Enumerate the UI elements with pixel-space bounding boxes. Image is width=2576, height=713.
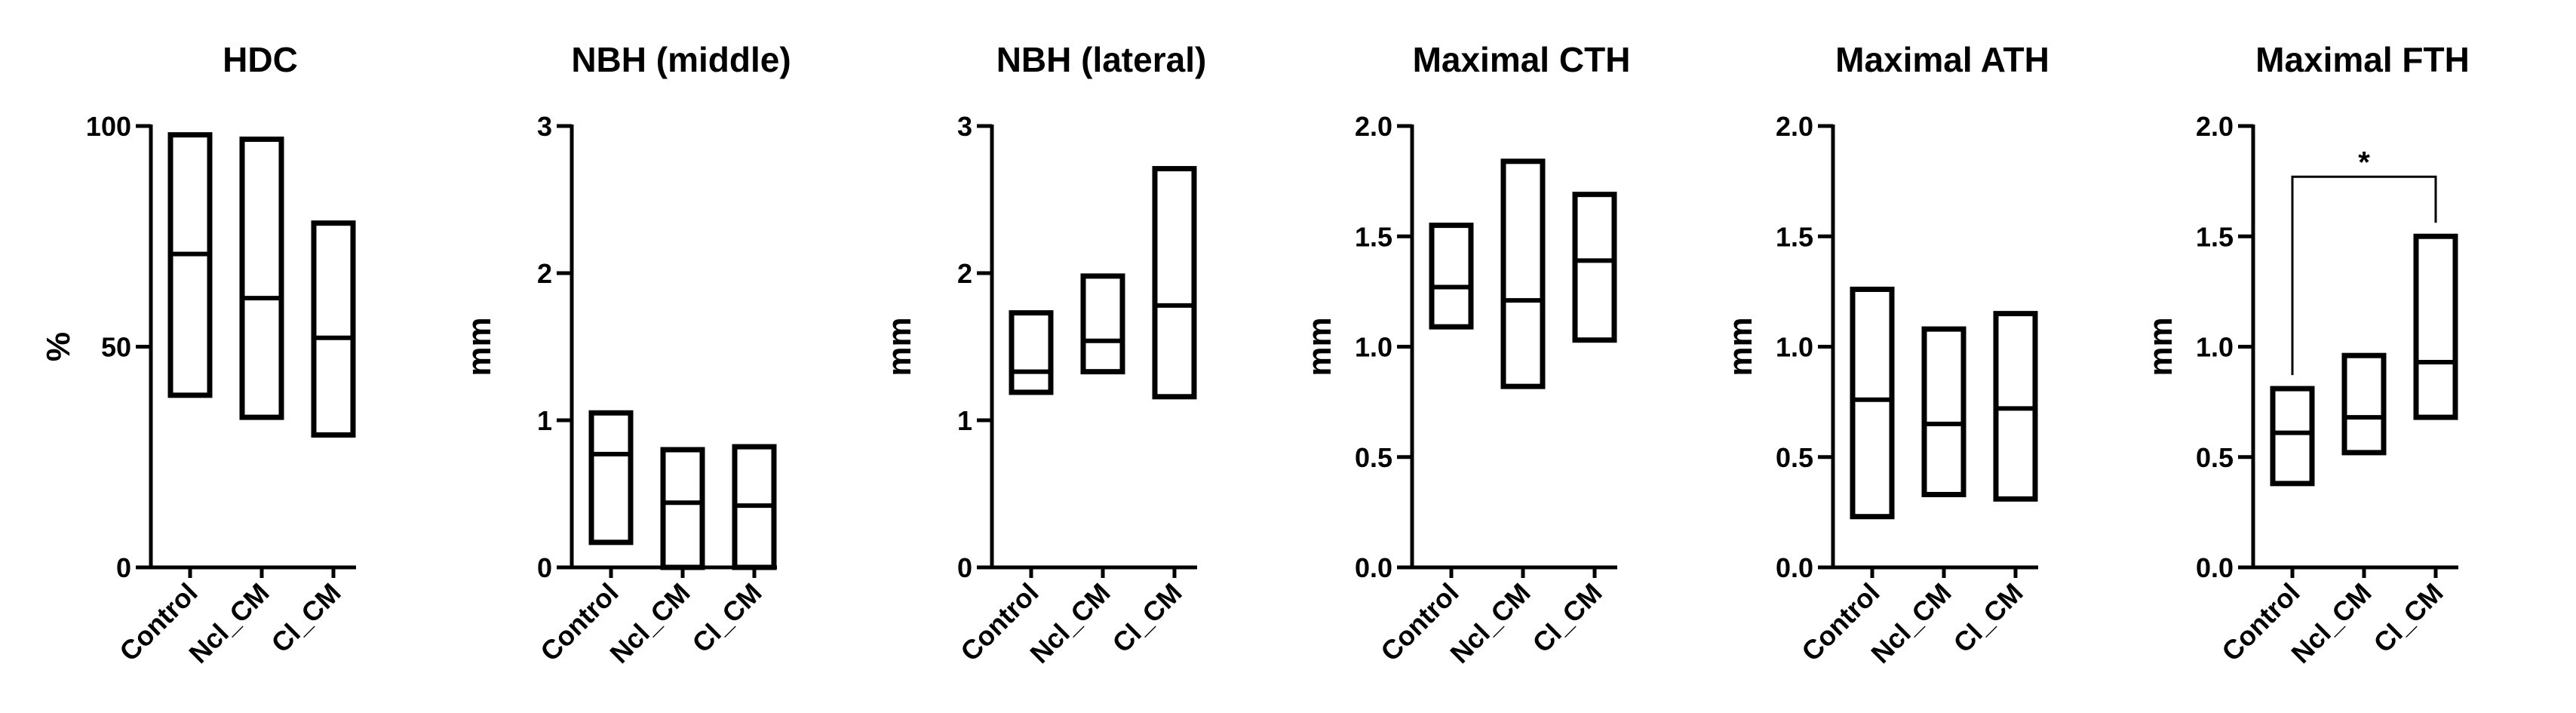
range-bar-Ncl_CM: [1080, 273, 1125, 375]
x-tick-label: Cl_CM: [686, 577, 767, 659]
chart-title: HDC: [223, 40, 298, 79]
y-axis-label: mm: [1301, 317, 1338, 376]
significance-bracket: [2291, 175, 2437, 376]
y-tick-label: 1.0: [1776, 332, 1813, 363]
y-tick-label: 2: [537, 258, 552, 289]
y-tick-label: 3: [957, 111, 972, 142]
y-tick-label: 50: [101, 332, 131, 363]
y-tick-label: 1.5: [1355, 221, 1392, 252]
range-bar-Ncl_CM: [2341, 352, 2387, 456]
range-bar-Ncl_CM: [1921, 326, 1967, 497]
y-tick-label: 0.5: [1355, 442, 1392, 473]
chart-title: NBH (middle): [571, 40, 791, 79]
x-tick-label: Cl_CM: [265, 577, 346, 659]
y-tick-label: 1.5: [1776, 221, 1813, 252]
y-tick-label: 0: [957, 552, 972, 583]
range-bar-Ncl_CM: [660, 447, 705, 570]
chart-title: Maximal FTH: [2255, 40, 2470, 79]
range-bar-Control: [1850, 286, 1895, 520]
y-axis-label: mm: [881, 317, 918, 376]
x-tick-label: Ncl_CM: [603, 577, 695, 669]
y-tick-label: 2.0: [1776, 111, 1813, 142]
y-axis-label: mm: [2142, 317, 2179, 376]
x-tick-label: Ncl_CM: [1444, 577, 1536, 669]
y-tick-label: 2.0: [2196, 111, 2234, 142]
range-bar-Control: [588, 410, 634, 546]
y-axis-label: mm: [461, 317, 498, 376]
range-bar-Control: [1429, 223, 1474, 330]
y-tick-label: 0.0: [1355, 552, 1392, 583]
chart-title: Maximal ATH: [1835, 40, 2049, 79]
y-tick-label: 1.0: [2196, 332, 2234, 363]
y-tick-label: 0.5: [1776, 442, 1813, 473]
y-tick-label: 3: [537, 111, 552, 142]
significance-label: *: [2358, 146, 2370, 179]
x-tick-label: Cl_CM: [1947, 577, 2028, 659]
y-tick-label: 1: [957, 405, 972, 436]
x-tick-label: Ncl_CM: [183, 577, 275, 669]
x-tick-label: Cl_CM: [1106, 577, 1187, 659]
y-tick-label: 1.5: [2196, 221, 2234, 252]
range-bar-Cl_CM: [311, 220, 356, 438]
range-bar-Control: [2270, 386, 2315, 487]
y-tick-label: 0.0: [1776, 552, 1813, 583]
x-tick-label: Ncl_CM: [1865, 577, 1957, 669]
y-tick-label: 1: [537, 405, 552, 436]
y-tick-label: 1.0: [1355, 332, 1392, 363]
chart-title: NBH (lateral): [996, 40, 1207, 79]
x-tick-label: Ncl_CM: [1024, 577, 1116, 669]
chart-panel-6: Maximal FTHmm0.00.51.01.52.0ControlNcl_C…: [2142, 40, 2470, 669]
y-tick-label: 2: [957, 258, 972, 289]
x-tick-label: Cl_CM: [1526, 577, 1607, 659]
x-tick-label: Ncl_CM: [2285, 577, 2377, 669]
y-tick-label: 100: [86, 111, 131, 142]
y-tick-label: 2.0: [1355, 111, 1392, 142]
range-bar-Control: [167, 132, 213, 398]
chart-title: Maximal CTH: [1413, 40, 1631, 79]
chart-panel-4: Maximal CTHmm0.00.51.01.52.0ControlNcl_C…: [1301, 40, 1630, 669]
range-bar-Cl_CM: [1152, 166, 1197, 400]
range-bar-Cl_CM: [2413, 233, 2458, 420]
y-axis-label: %: [40, 332, 77, 361]
range-bar-Cl_CM: [1572, 192, 1617, 343]
range-bar-Control: [1009, 310, 1054, 395]
y-tick-label: 0: [116, 552, 131, 583]
x-tick-label: Cl_CM: [2367, 577, 2449, 659]
range-bar-Ncl_CM: [239, 137, 284, 420]
y-tick-label: 0: [537, 552, 552, 583]
range-bar-Ncl_CM: [1500, 158, 1546, 389]
chart-panel-5: Maximal ATHmm0.00.51.01.52.0ControlNcl_C…: [1722, 40, 2049, 669]
y-axis-label: mm: [1722, 317, 1759, 376]
y-tick-label: 0.0: [2196, 552, 2234, 583]
y-tick-label: 0.5: [2196, 442, 2234, 473]
